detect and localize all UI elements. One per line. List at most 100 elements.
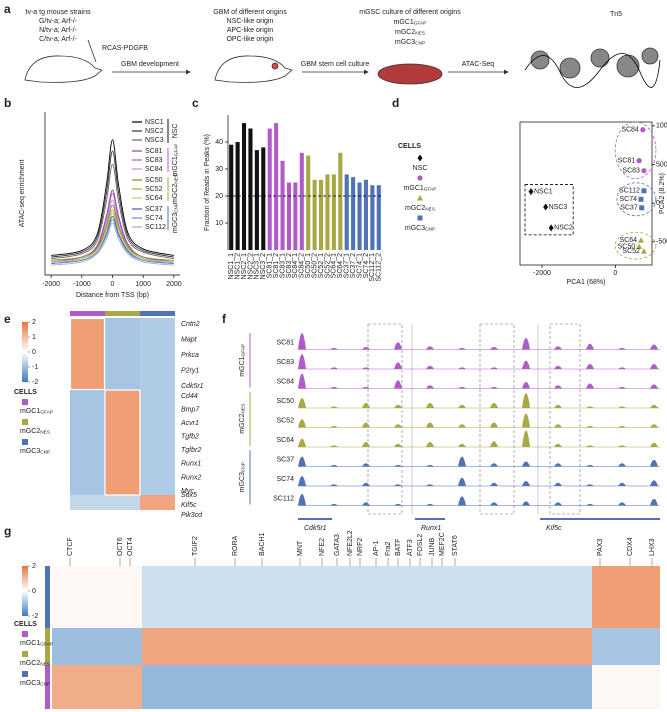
culture: mGC3CNP [395, 39, 425, 47]
group-label-main: mGC2 [239, 413, 246, 433]
point [640, 127, 646, 133]
point [528, 188, 534, 196]
track-label: SC74 [276, 476, 294, 483]
group-bar [45, 665, 50, 709]
peak [298, 456, 306, 467]
gene-label: Cdk5r1 [304, 525, 327, 532]
point-label: SC84 [621, 127, 639, 134]
point [638, 196, 644, 202]
motif-label: NRF2 [357, 538, 364, 556]
peak [394, 362, 402, 369]
heatmap-cell [105, 390, 140, 495]
point [640, 248, 647, 254]
mouse [214, 55, 293, 83]
panel-label: g [4, 524, 11, 538]
strain: N/tv-a; Arf-/- [39, 27, 77, 34]
legend-swatch [22, 439, 28, 445]
peak [330, 347, 338, 350]
peak [426, 464, 434, 467]
motif-label: FOSL2 [417, 534, 424, 556]
peak [330, 386, 338, 389]
bar [306, 155, 311, 250]
heatmap-cell [142, 665, 592, 709]
peak [458, 386, 466, 389]
bar [363, 179, 369, 250]
culture-main: mGC1 [394, 19, 414, 26]
group-label-sub: GFAP [174, 144, 180, 157]
bar [293, 182, 298, 250]
x-tick-label: SC84_1 [292, 253, 299, 278]
peak [522, 461, 530, 467]
peak [490, 463, 498, 467]
heatmap-cell [52, 665, 142, 709]
legend-label-main: mGC3 [405, 225, 425, 232]
peak [362, 403, 370, 408]
y-axis-title: ATAC-seq enrichment [19, 160, 26, 228]
group-label: mGC3CNP [172, 203, 180, 233]
y-tick-label: 500 [656, 161, 667, 168]
gene-label: Sox5 [181, 492, 197, 499]
x-tick-label: 1000 [135, 281, 151, 288]
group-label-sub: NES [174, 174, 180, 184]
x-tick-label: SC83_1 [279, 253, 286, 278]
plot-frame [519, 121, 653, 266]
gene-label: Pik3cd [181, 512, 203, 519]
x-tick-label: NSC3_1 [254, 253, 261, 280]
peak [554, 385, 562, 389]
bar [357, 182, 362, 250]
peak [426, 385, 434, 389]
legend-label: NSC2 [145, 128, 164, 135]
peak [618, 482, 626, 486]
legend-label: SC64 [145, 195, 163, 202]
y-tick-label: 10 [215, 220, 223, 227]
x-tick-label: SC64_1 [331, 253, 338, 278]
schematic [24, 39, 661, 88]
peak [586, 464, 594, 467]
peak [330, 367, 338, 369]
point-label: SC112 [619, 188, 640, 195]
motif-label: NFE2L2 [347, 530, 354, 556]
point [543, 203, 549, 211]
heatmap-cell [52, 566, 142, 628]
legend-title: CELLS [14, 389, 37, 396]
point [641, 168, 647, 174]
colorbar-label: -2 [32, 613, 38, 620]
gbm-title: GBM of different origins [213, 9, 287, 16]
legend-swatch [22, 419, 28, 425]
group-outline [524, 184, 574, 236]
group-bar [45, 566, 50, 628]
panel-label: a [4, 2, 11, 16]
gene-label: Runx2 [181, 474, 201, 481]
x-tick-label: SC84_2 [299, 253, 306, 278]
block-outline [69, 317, 106, 391]
x-tick-label: SC112_1 [369, 253, 376, 282]
legend-swatch [22, 631, 28, 637]
peak [522, 360, 530, 369]
peak [554, 502, 562, 506]
peak [458, 367, 466, 369]
panel-label: e [4, 312, 11, 326]
point-label: SC64 [619, 237, 637, 244]
peak [618, 406, 626, 408]
bar [261, 147, 266, 250]
bar [312, 179, 317, 250]
group-bar [105, 311, 140, 316]
peak [362, 367, 370, 369]
peak [490, 347, 498, 350]
gene-label: Bmp7 [181, 406, 200, 413]
group-bar [45, 628, 50, 665]
heatmap-cell [592, 566, 660, 628]
gene-label: Prkca [181, 352, 199, 359]
panel-label: c [192, 96, 199, 110]
peak [458, 347, 466, 350]
group-outline [614, 121, 657, 180]
legend-label-main: mGC1 [20, 408, 40, 415]
peak [618, 502, 626, 506]
highlight-box [479, 323, 515, 515]
colorbar-label: 0 [32, 588, 36, 595]
legend-label: mGC2NES [405, 205, 435, 213]
panel-label: b [4, 96, 11, 110]
peak [522, 337, 530, 350]
highlight-box [367, 323, 403, 515]
